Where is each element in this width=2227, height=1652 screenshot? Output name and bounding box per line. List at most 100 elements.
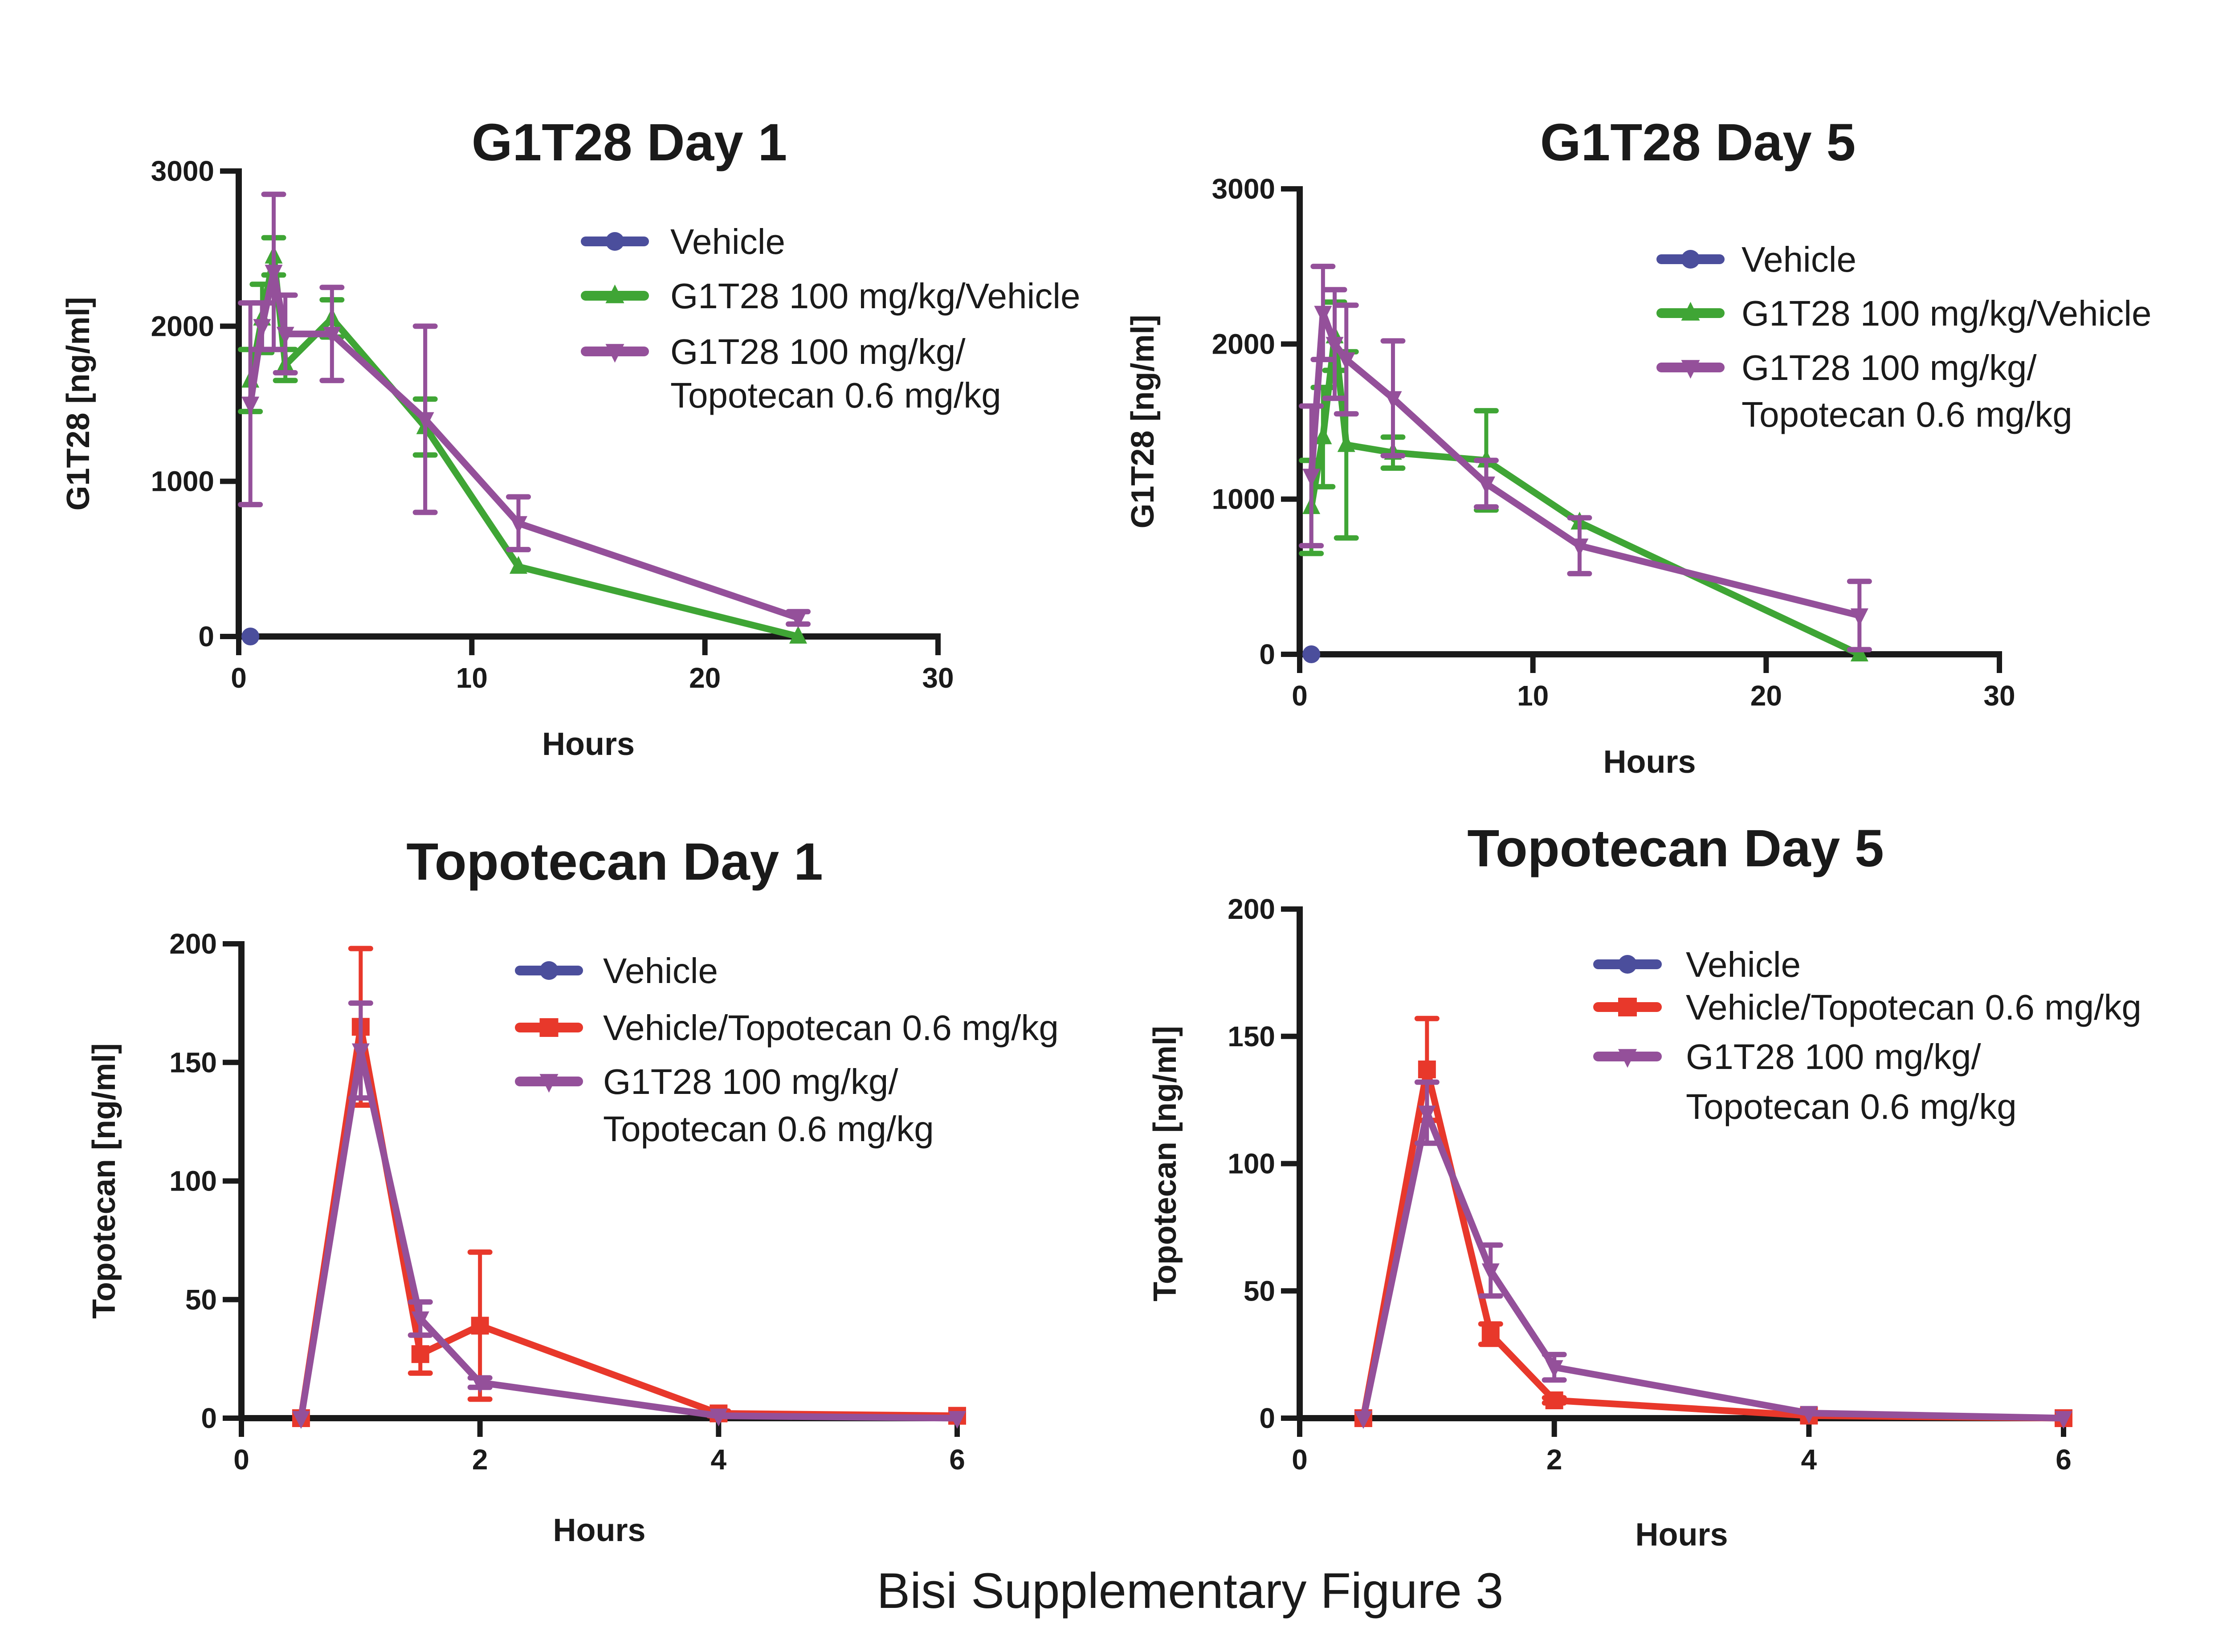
legend-label: Vehicle	[1686, 945, 1801, 984]
triangle-down-marker	[1384, 391, 1402, 409]
chart-title: G1T28 Day 5	[1540, 113, 1856, 172]
legend-label-line2: Topotecan 0.6 mg/kg	[670, 375, 1001, 415]
legend-item: G1T28 100 mg/kg/Vehicle	[1656, 294, 2152, 333]
y-axis-label: G1T28 [ng/ml]	[61, 297, 96, 510]
triangle-down-marker	[539, 1074, 559, 1093]
triangle-down-marker	[1481, 1263, 1500, 1281]
y-tick-label: 3000	[1212, 173, 1275, 205]
series-line	[1360, 1109, 2064, 1422]
x-tick-label: 0	[233, 1444, 249, 1476]
y-tick-label: 0	[201, 1402, 217, 1434]
triangle-down-marker	[1800, 1406, 1818, 1424]
x-axis-label: Hours	[542, 726, 635, 762]
triangle-down-marker	[2055, 1411, 2072, 1429]
legend-label: Vehicle/Topotecan 0.6 mg/kg	[603, 1008, 1059, 1048]
triangle-down-marker	[710, 1408, 728, 1427]
legend-label: G1T28 100 mg/kg/	[670, 332, 966, 371]
y-tick-label: 150	[1228, 1020, 1275, 1052]
legend-label: G1T28 100 mg/kg/	[1686, 1037, 1981, 1077]
legend-label: Vehicle/Topotecan 0.6 mg/kg	[1686, 987, 2141, 1027]
triangle-down-marker	[1326, 337, 1344, 355]
square-marker	[411, 1345, 429, 1363]
triangle-down-marker	[471, 1375, 489, 1394]
triangle-down-marker	[292, 1411, 310, 1429]
y-tick-label: 0	[1259, 638, 1275, 670]
triangle-up-marker	[789, 626, 807, 644]
y-axis-label: G1T28 [ng/ml]	[1125, 314, 1161, 528]
y-axis-label: Topotecan [ng/ml]	[86, 1043, 122, 1319]
series	[292, 1000, 966, 1429]
triangle-down-marker	[948, 1411, 966, 1429]
square-marker	[1545, 1391, 1563, 1409]
legend-label: G1T28 100 mg/kg/	[603, 1062, 898, 1101]
chart-title: Topotecan Day 1	[406, 832, 823, 891]
legend-item: Vehicle	[515, 951, 718, 991]
y-tick-label: 3000	[151, 155, 214, 187]
chart-panel: Topotecan Day 1 Hours Topotecan [ng/ml] 0 2 4…	[86, 832, 1059, 1548]
x-tick-label: 30	[1983, 680, 2015, 712]
circle-marker	[1618, 955, 1637, 974]
circle-marker	[539, 961, 559, 980]
legend-label: Vehicle	[1742, 240, 1856, 279]
chart-title: G1T28 Day 1	[472, 113, 787, 172]
chart-panel: G1T28 Day 5 Hours G1T28 [ng/ml] 0 10 20 30 0 100…	[1125, 113, 2152, 780]
series	[1354, 1016, 2072, 1427]
x-tick-label: 30	[922, 662, 954, 694]
y-tick-label: 150	[169, 1046, 217, 1078]
x-tick-label: 6	[949, 1444, 965, 1476]
triangle-down-marker	[1618, 1049, 1637, 1068]
y-tick-label: 2000	[151, 310, 214, 342]
square-marker	[1481, 1325, 1500, 1343]
triangle-up-marker	[605, 284, 624, 303]
y-tick-label: 50	[185, 1284, 217, 1316]
square-marker	[471, 1317, 489, 1335]
legend-item: Vehicle/Topotecan 0.6 mg/kg	[515, 1008, 1059, 1048]
series	[1302, 645, 1321, 663]
square-marker	[1418, 1061, 1436, 1079]
y-axis-label: Topotecan [ng/ml]	[1147, 1026, 1183, 1301]
legend-label: G1T28 100 mg/kg/Vehicle	[670, 276, 1081, 316]
legend-item: Vehicle	[1656, 240, 1856, 279]
legend-item: G1T28 100 mg/kg/Vehicle	[581, 276, 1081, 316]
series	[241, 628, 260, 645]
series	[1354, 1079, 2072, 1429]
x-tick-label: 2	[472, 1444, 488, 1476]
legend-label-line2: Topotecan 0.6 mg/kg	[603, 1109, 934, 1149]
y-tick-label: 50	[1244, 1275, 1275, 1307]
legend-item: G1T28 100 mg/kg/Topotecan 0.6 mg/kg	[515, 1062, 934, 1149]
triangle-up-marker	[1681, 302, 1700, 321]
legend-item: Vehicle/Topotecan 0.6 mg/kg	[1593, 987, 2141, 1027]
circle-marker	[605, 232, 624, 251]
circle-marker	[1302, 645, 1321, 663]
triangle-down-marker	[1850, 608, 1868, 626]
triangle-up-marker	[1314, 426, 1332, 445]
legend-item: Vehicle	[581, 222, 785, 261]
series	[238, 192, 811, 629]
figure-caption: Bisi Supplementary Figure 3	[877, 1563, 1504, 1619]
chart-panel: G1T28 Day 1 Hours G1T28 [ng/ml] 0 10 20 30 0 100…	[61, 113, 1081, 762]
chart-panel: Topotecan Day 5 Hours Topotecan [ng/ml] 0 2 4…	[1147, 819, 2141, 1553]
x-tick-label: 4	[711, 1444, 727, 1476]
x-tick-label: 20	[689, 662, 721, 694]
triangle-down-marker	[605, 344, 624, 363]
y-tick-label: 200	[1228, 893, 1275, 925]
legend-item: G1T28 100 mg/kg/Topotecan 0.6 mg/kg	[581, 332, 1001, 415]
y-tick-label: 100	[169, 1165, 217, 1197]
y-tick-label: 0	[198, 620, 214, 653]
series	[1299, 264, 1872, 653]
legend-label: G1T28 100 mg/kg/	[1742, 348, 2037, 388]
legend-item: Vehicle	[1593, 945, 1801, 984]
triangle-down-marker	[253, 319, 271, 337]
triangle-up-marker	[1850, 644, 1868, 661]
triangle-down-marker	[1314, 306, 1332, 324]
x-tick-label: 10	[1517, 680, 1549, 712]
y-tick-label: 2000	[1212, 328, 1275, 360]
legend-item: G1T28 100 mg/kg/Topotecan 0.6 mg/kg	[1656, 348, 2072, 434]
triangle-down-marker	[1477, 476, 1495, 494]
triangle-down-marker	[276, 326, 294, 345]
y-tick-label: 0	[1259, 1402, 1275, 1434]
legend-item: G1T28 100 mg/kg/Topotecan 0.6 mg/kg	[1593, 1037, 2017, 1126]
triangle-down-marker	[323, 326, 341, 345]
triangle-down-marker	[1302, 469, 1321, 487]
